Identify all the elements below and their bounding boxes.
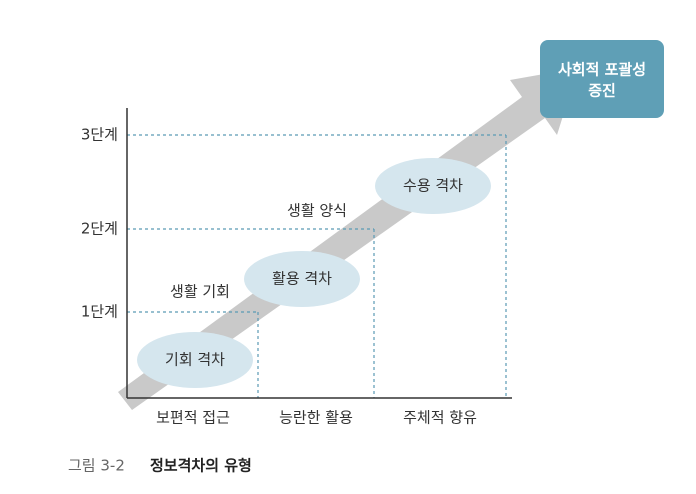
level-label: 2단계	[81, 220, 118, 238]
caption-title: 정보격차의 유형	[150, 457, 252, 475]
gap-ellipse	[244, 251, 360, 307]
gap-ellipse	[375, 158, 491, 214]
gap-label: 기회 격차	[165, 351, 225, 369]
goal-line: 사회적 포괄성	[558, 61, 646, 79]
side-label: 생활 양식	[287, 202, 347, 220]
side-label: 생활 기회	[170, 283, 230, 301]
gap-label: 활용 격차	[272, 270, 332, 288]
gap-label: 수용 격차	[403, 177, 463, 195]
stage-label: 보편적 접근	[156, 409, 230, 427]
caption-number: 그림 3-2	[68, 457, 125, 475]
goal-line: 증진	[588, 82, 616, 100]
level-label: 3단계	[81, 126, 118, 144]
stage-label: 주체적 향유	[403, 409, 477, 427]
level-label: 1단계	[81, 303, 118, 321]
progress-arrow	[118, 68, 578, 410]
stage-label: 능란한 활용	[279, 409, 353, 427]
goal-box	[540, 40, 664, 118]
gap-ellipse	[137, 332, 253, 388]
